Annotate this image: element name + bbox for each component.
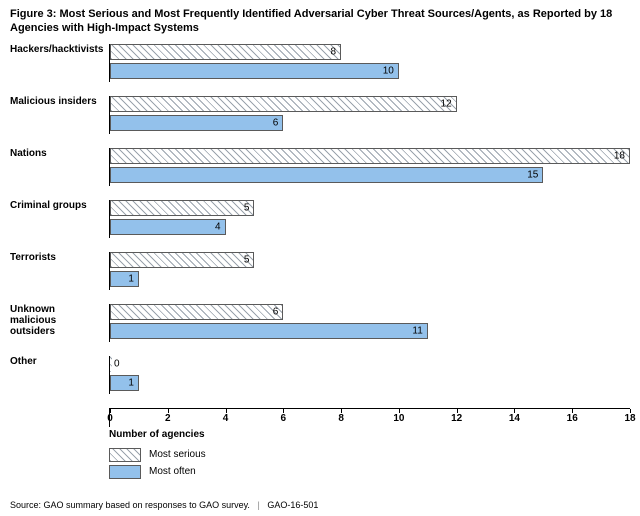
x-axis-label: Number of agencies [109,429,205,440]
x-axis: 024681012141618 [10,408,630,427]
category-label: Hackers/hacktivists [10,44,109,55]
category-label: Unknown malicious outsiders [10,304,109,337]
category-label: Malicious insiders [10,96,109,107]
legend-label: Most often [149,466,196,477]
category-label: Nations [10,148,109,159]
bar-value-label: 6 [273,306,279,317]
bar-most-serious: 18 [110,148,630,164]
figure-container: Figure 3: Most Serious and Most Frequent… [0,0,640,516]
category-label: Criminal groups [10,200,109,211]
bar-most-often: 10 [110,63,399,79]
bar-chart: Hackers/hacktivists810Malicious insiders… [10,44,630,394]
category-bars: 01 [109,356,630,394]
legend-item: Most serious [109,448,206,462]
x-tick-label: 18 [624,413,635,424]
x-tick-label: 0 [107,413,113,424]
bar-most-serious: 12 [110,96,457,112]
legend-label: Most serious [149,449,206,460]
bar-value-label: 1 [128,273,134,284]
legend-item: Most often [109,465,206,479]
category-row: Other01 [10,356,630,394]
category-row: Nations1815 [10,148,630,186]
category-label: Other [10,356,109,367]
source-doc-id: GAO-16-501 [267,500,318,510]
x-tick-label: 16 [567,413,578,424]
bar-most-often: 1 [110,375,139,391]
x-tick-label: 12 [451,413,462,424]
bar-value-label: 18 [614,150,625,161]
bar-value-label: 4 [215,221,221,232]
bar-value-label: 1 [128,377,134,388]
x-tick-label: 2 [165,413,171,424]
bar-value-label: 6 [273,117,279,128]
source-line: Source: GAO summary based on responses t… [10,500,318,510]
category-bars: 1815 [109,148,630,186]
bar-most-often: 1 [110,271,139,287]
bar-most-serious: 5 [110,252,254,268]
bar-most-serious: 8 [110,44,341,60]
bar-value-label: 0 [114,358,120,369]
category-row: Malicious insiders 12 6 [10,96,630,134]
category-row: Terrorists51 [10,252,630,290]
bar-value-label: 10 [383,65,394,76]
legend: Most serious Most often [10,442,630,479]
bar-value-label: 11 [412,325,422,336]
bar-value-label: 15 [527,169,538,180]
source-text: Source: GAO summary based on responses t… [10,500,250,510]
category-row: Criminal groups54 [10,200,630,238]
bar-most-often: 11 [110,323,428,339]
x-tick-label: 10 [393,413,404,424]
x-axis-line: 024681012141618 [109,408,630,427]
source-separator: | [252,500,264,510]
x-axis-label-row: Number of agencies [10,429,630,440]
category-bars: 51 [109,252,630,290]
bar-most-often: 15 [110,167,543,183]
figure-title: Figure 3: Most Serious and Most Frequent… [10,8,630,36]
category-row: Unknown malicious outsiders 6 11 [10,304,630,342]
legend-swatch [109,465,141,479]
bar-value-label: 5 [244,254,250,265]
bar-most-serious: 6 [110,304,283,320]
category-row: Hackers/hacktivists 8 10 [10,44,630,82]
bar-value-label: 8 [331,46,337,57]
category-label: Terrorists [10,252,109,263]
x-tick-label: 4 [223,413,229,424]
bar-most-serious: 0 [110,356,112,372]
bar-most-serious: 5 [110,200,254,216]
category-bars: 6 11 [109,304,630,342]
legend-swatch [109,448,141,462]
bar-most-often: 6 [110,115,283,131]
x-tick-label: 14 [509,413,520,424]
category-bars: 54 [109,200,630,238]
bar-value-label: 5 [244,202,250,213]
bar-most-often: 4 [110,219,226,235]
category-bars: 12 6 [109,96,630,134]
bar-value-label: 12 [441,98,452,109]
x-tick-label: 8 [338,413,344,424]
x-tick-label: 6 [281,413,287,424]
category-bars: 8 10 [109,44,630,82]
